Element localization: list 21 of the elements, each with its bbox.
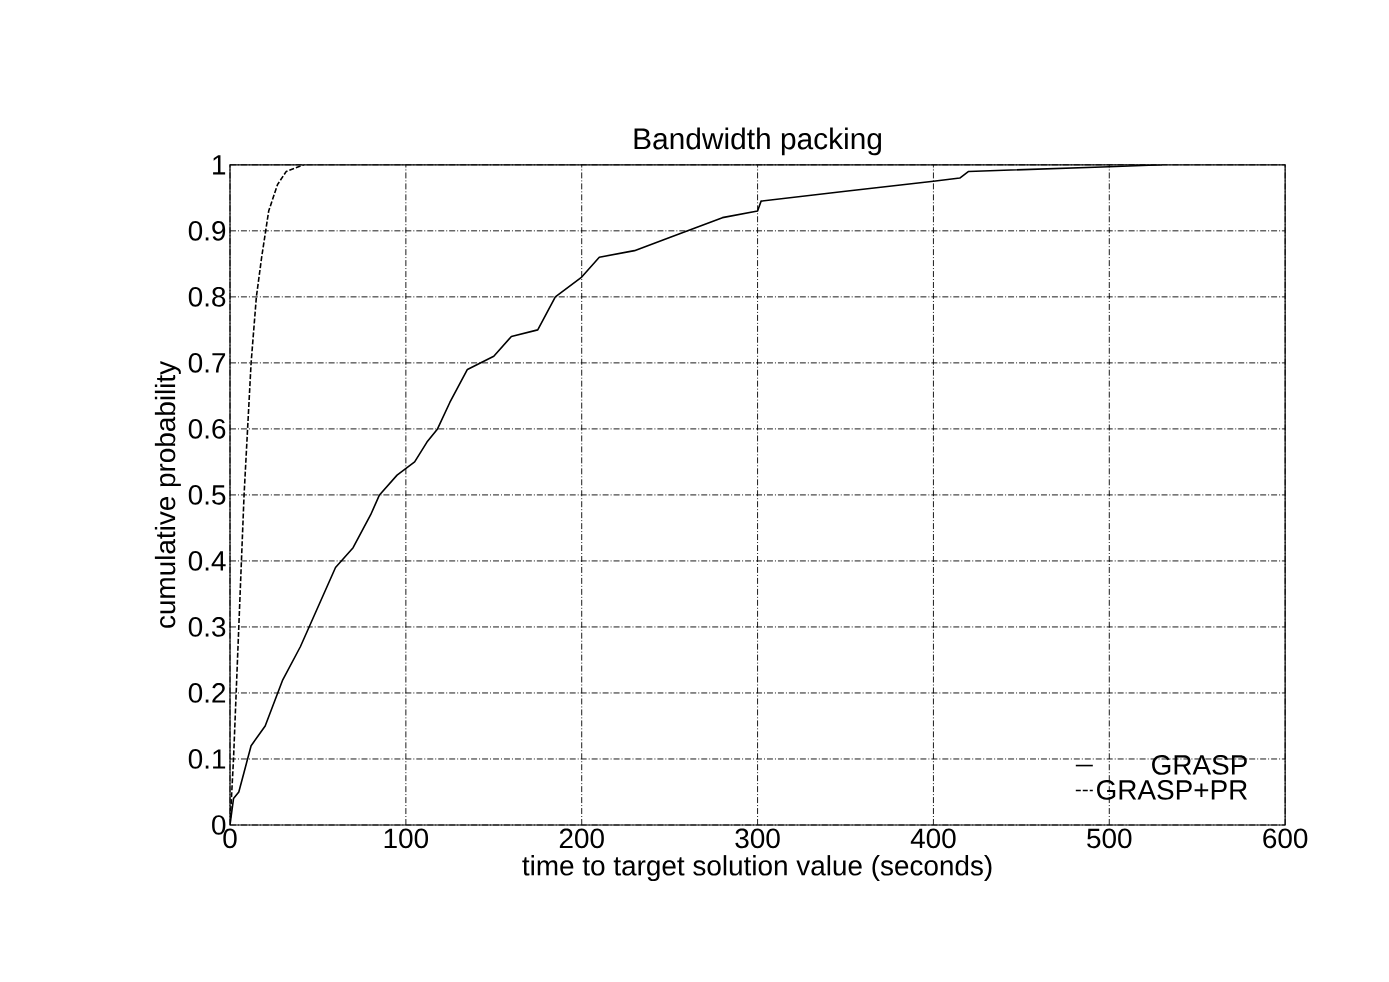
y-tick-label: 0.7 [188, 353, 226, 373]
x-tick-label: 400 [910, 828, 956, 849]
y-tick-label: 0.1 [188, 749, 226, 769]
x-tick-label: 300 [735, 828, 780, 849]
y-tick-label: 1 [213, 155, 226, 175]
y-tick-label: 0.6 [188, 419, 226, 439]
legend-label: GRASP+PR [1097, 780, 1247, 800]
legend-label: GRASP [1152, 755, 1247, 775]
x-axis-title: time to target solution value (seconds) [522, 855, 992, 882]
y-tick-label: 0.5 [188, 485, 226, 505]
chart-title: Bandwidth packing [634, 127, 882, 156]
y-tick-label: 0.3 [188, 617, 226, 637]
y-tick-label: 0.2 [188, 683, 226, 703]
x-tick-label: 500 [1087, 828, 1132, 849]
y-axis-title: cumulative probability [154, 360, 181, 628]
x-tick-label: 100 [384, 828, 429, 849]
y-tick-label: 0.9 [188, 220, 226, 241]
x-tick-label: 200 [559, 828, 604, 849]
y-tick-label: 0.4 [188, 551, 226, 571]
x-tick-label: 600 [1263, 828, 1308, 849]
y-tick-label: 0.8 [188, 286, 226, 307]
